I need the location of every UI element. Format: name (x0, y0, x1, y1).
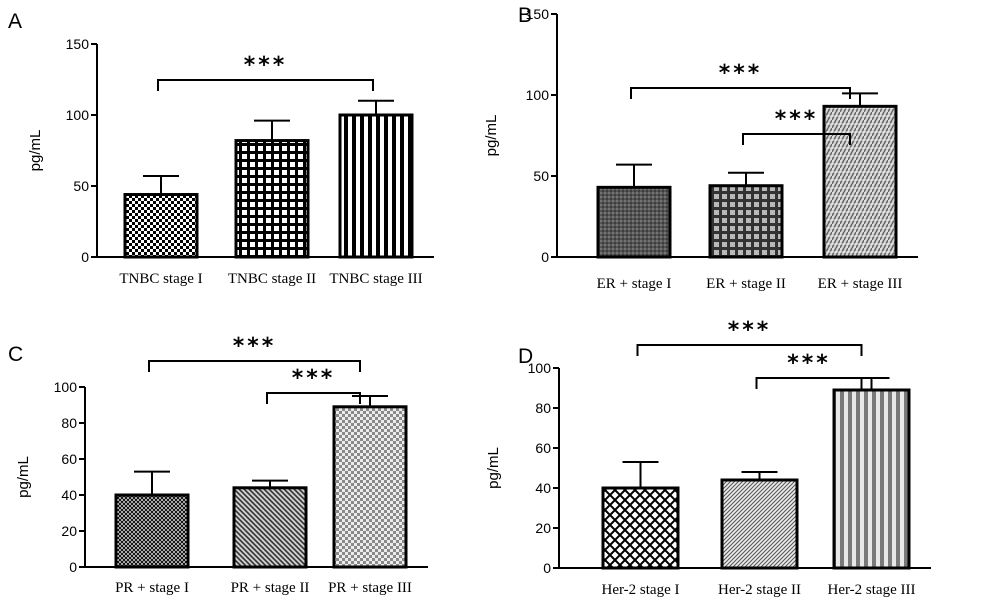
y-axis-label: pg/mL (15, 456, 32, 498)
category-label: Her-2 stage III (828, 582, 916, 598)
significance-stars: *** (233, 334, 277, 359)
category-label: ER + stage III (818, 276, 903, 292)
category-label: ER + stage II (706, 276, 786, 292)
bar-c-1 (114, 493, 190, 569)
bar-d-2 (720, 478, 799, 570)
y-axis-label: pg/mL (483, 115, 500, 157)
significance-bracket (266, 392, 361, 404)
y-tick-label: 40 (535, 480, 551, 496)
bar-a-2 (234, 139, 310, 259)
y-tick-label: 0 (543, 560, 551, 576)
panel-letter-b: B (518, 4, 532, 27)
y-tick-label: 100 (66, 107, 90, 123)
significance-stars: *** (244, 53, 288, 78)
y-axis-label: pg/mL (27, 130, 44, 172)
y-tick-label: 40 (61, 487, 77, 503)
y-tick-label: 20 (61, 523, 77, 539)
panel-a: A 0 50 100 150 pg/mL TNBC stage I TNBC stage II… (8, 10, 434, 287)
panel-letter-d: D (518, 345, 533, 368)
category-label: Her-2 stage II (718, 582, 801, 598)
y-axis-label: pg/mL (485, 447, 502, 489)
significance-stars: *** (787, 351, 831, 376)
y-tick-label: 150 (526, 6, 550, 22)
significance-bracket (742, 133, 851, 145)
significance-stars: *** (719, 61, 763, 86)
category-label: PR + stage I (115, 580, 189, 596)
category-label: ER + stage I (597, 276, 672, 292)
category-label: Her-2 stage I (602, 582, 680, 598)
y-tick-label: 60 (535, 440, 551, 456)
significance-stars: *** (292, 366, 336, 391)
significance-stars: *** (775, 107, 819, 132)
category-label: TNBC stage III (329, 271, 422, 287)
bar-b-3 (822, 104, 898, 259)
y-tick-label: 80 (61, 415, 77, 431)
y-tick-label: 0 (69, 559, 77, 575)
significance-bracket (630, 87, 851, 99)
panel-d: D 0 20 40 60 80 100 pg/mL Her-2 stage I Her-2 sta… (485, 318, 931, 598)
y-tick-label: 60 (61, 451, 77, 467)
bar-c-3 (332, 405, 408, 569)
significance-stars: *** (728, 318, 772, 343)
y-tick-label: 20 (535, 520, 551, 536)
significance-bracket (148, 360, 361, 372)
category-label: PR + stage II (231, 580, 310, 596)
category-label: TNBC stage I (119, 271, 202, 287)
y-tick-label: 80 (535, 400, 551, 416)
significance-bracket (636, 344, 863, 356)
bar-d-3 (832, 388, 911, 570)
significance-bracket (157, 79, 374, 91)
y-tick-label: 0 (81, 249, 89, 265)
category-label: PR + stage III (328, 580, 412, 596)
bar-b-2 (708, 184, 784, 259)
bar-d-1 (601, 486, 680, 570)
y-tick-label: 100 (528, 360, 552, 376)
y-tick-label: 0 (541, 249, 549, 265)
bar-a-1 (123, 193, 199, 259)
panel-c: C 0 20 40 60 80 100 pg/mL PR + stage I PR + stage… (8, 334, 428, 596)
bar-a-3 (338, 113, 414, 259)
y-tick-label: 50 (533, 168, 549, 184)
y-tick-label: 100 (526, 87, 550, 103)
y-tick-label: 100 (54, 379, 78, 395)
significance-bracket (755, 377, 863, 389)
panel-b: B 0 50 100 150 pg/mL ER + stage I ER + stage II… (483, 4, 918, 292)
bar-c-2 (232, 486, 308, 569)
y-tick-label: 150 (66, 36, 90, 52)
category-label: TNBC stage II (228, 271, 316, 287)
bar-b-1 (596, 185, 672, 259)
panel-letter-a: A (8, 10, 22, 33)
y-tick-label: 50 (73, 178, 89, 194)
panel-letter-c: C (8, 343, 23, 366)
